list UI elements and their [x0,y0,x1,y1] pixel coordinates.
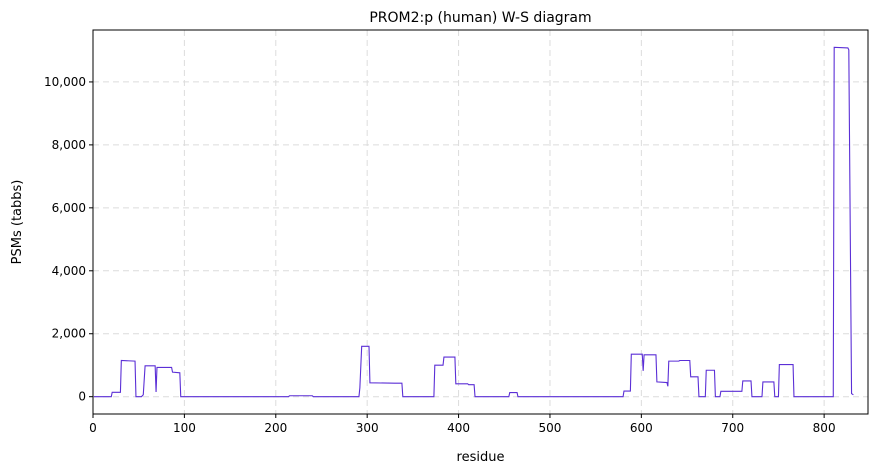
x-tick-label: 200 [264,421,287,435]
series-line [93,46,854,398]
y-axis-ticks: 0 2,000 4,000 6,000 8,000 10,000 [44,75,93,404]
x-tick-label: 400 [447,421,470,435]
plot-frame [92,29,869,415]
y-tick-label: 4,000 [52,264,86,278]
series-layer [93,46,854,398]
y-tick-label: 10,000 [44,75,86,89]
x-tick-label: 100 [173,421,196,435]
y-axis-label: PSMs (tabbs) [10,180,25,265]
y-tick-label: 2,000 [52,327,86,341]
chart-title: PROM2:p (human) W-S diagram [369,10,591,26]
y-tick-label: 6,000 [52,201,86,215]
x-axis-ticks: 0 100 200 300 400 500 600 700 800 [89,414,836,435]
grid-lines [92,30,868,414]
y-tick-label: 0 [78,390,86,404]
y-tick-label: 8,000 [52,138,86,152]
x-axis-label: residue [457,450,505,465]
x-tick-label: 300 [356,421,379,435]
x-tick-label: 500 [539,421,562,435]
x-tick-label: 800 [813,421,836,435]
x-tick-label: 600 [630,421,653,435]
x-tick-label: 0 [89,421,97,435]
x-tick-label: 700 [721,421,744,435]
